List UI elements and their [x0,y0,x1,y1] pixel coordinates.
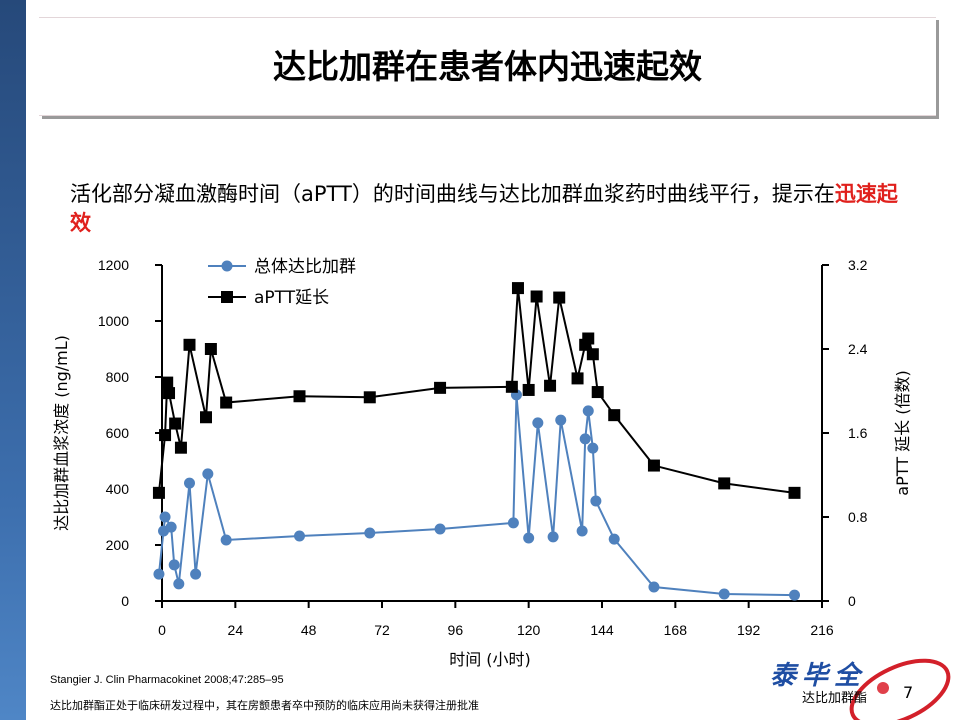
legend-label: 总体达比加群 [254,257,356,277]
data-point-aptt [169,417,182,430]
x-tick-label: 24 [228,622,244,638]
x-tick-label: 72 [374,622,390,638]
data-point-aptt [434,381,447,394]
data-point-concentration [507,517,519,529]
data-point-concentration [718,588,730,600]
data-point-aptt [363,391,376,404]
data-point-aptt [718,477,731,490]
y-tick-label: 200 [106,537,130,553]
data-point-concentration [789,589,800,601]
data-point-concentration [555,414,567,426]
data-point-concentration [165,521,177,533]
data-point-concentration [608,533,620,545]
subtitle-text: 活化部分凝血激酶时间（aPTT）的时间曲线与达比加群血浆药时曲线平行，提示在 [70,182,835,206]
x-tick-label: 0 [158,622,166,638]
y-axis-label: 达比加群血浆浓度 (ng/mL) [52,335,71,531]
data-point-aptt [544,379,557,392]
x-tick-label: 120 [517,622,541,638]
legend-marker [221,260,233,272]
data-point-aptt [522,383,535,396]
data-point-concentration [587,442,599,454]
y2-tick-label: 0 [848,593,856,609]
data-point-concentration [202,468,214,480]
data-point-concentration [434,523,446,535]
series-line-1 [157,287,795,494]
data-point-concentration [294,530,305,542]
data-point-concentration [190,568,202,580]
data-point-aptt [200,411,212,424]
data-point-aptt [159,429,172,442]
data-point-aptt [591,386,604,399]
data-point-aptt [183,338,196,351]
y2-axis-label: aPTT 延长 (倍数) [893,370,912,495]
y2-tick-label: 0.8 [848,509,868,525]
x-tick-label: 96 [448,622,464,638]
title-box: 达比加群在患者体内迅速起效 [39,17,936,116]
data-point-aptt [582,332,595,345]
brand-logo: 泰毕全 达比加群酯 7 [770,655,955,720]
data-point-aptt [161,376,174,389]
data-point-concentration [153,568,165,580]
x-axis-label: 时间 (小时) [449,650,531,669]
data-point-concentration [648,581,660,593]
logo-sub: 达比加群酯 [802,691,868,706]
data-point-aptt [174,441,187,454]
slide-subtitle: 活化部分凝血激酶时间（aPTT）的时间曲线与达比加群血浆药时曲线平行，提示在迅速… [70,180,900,238]
data-point-aptt [152,486,165,499]
side-strip [0,0,26,720]
y2-tick-label: 1.6 [848,425,868,441]
x-tick-label: 144 [590,622,614,638]
data-point-aptt [511,282,524,295]
y-tick-label: 1200 [98,257,129,273]
data-point-aptt [204,343,217,355]
y-tick-label: 600 [106,425,130,441]
legend-label: aPTT延长 [254,288,329,308]
footnote: 达比加群酯正处于临床研发过程中，其在房颤患者卒中预防的临床应用尚未获得注册批准 [50,699,479,712]
data-point-concentration [579,433,591,445]
page-number: 7 [903,683,914,702]
data-point-aptt [553,291,566,304]
reference: Stangier J. Clin Pharmacokinet 2008;47:2… [50,674,284,686]
x-tick-label: 192 [737,622,761,638]
slide-title: 达比加群在患者体内迅速起效 [273,47,702,86]
logo-brand: 泰毕全 [770,661,867,691]
data-point-concentration [159,511,171,523]
data-point-aptt [586,348,599,361]
x-tick-label: 48 [301,622,317,638]
y-tick-label: 800 [106,369,130,385]
data-point-aptt [571,372,584,385]
data-point-concentration [547,531,559,543]
x-tick-label: 168 [664,622,688,638]
data-point-aptt [530,290,543,303]
data-point-aptt [163,387,176,400]
data-point-aptt [293,390,306,403]
data-point-concentration [532,417,544,429]
data-point-concentration [523,532,535,544]
data-point-concentration [168,559,180,571]
data-point-aptt [647,459,660,472]
data-point-concentration [220,534,232,546]
data-point-aptt [788,486,801,499]
data-point-aptt [505,380,518,393]
y-tick-label: 0 [121,593,129,609]
logo-swoosh-icon [849,658,951,720]
data-point-concentration [576,525,588,537]
data-point-aptt [220,396,233,409]
y2-tick-label: 2.4 [848,341,868,357]
data-point-concentration [582,405,594,417]
data-point-concentration [184,477,195,489]
y-tick-label: 1000 [98,313,129,329]
subtitle-highlight: 迅速起效 [70,182,898,235]
y-tick-label: 400 [106,481,130,497]
data-point-concentration [590,495,602,507]
data-point-concentration [364,527,376,539]
legend-marker [221,291,233,303]
x-tick-label: 216 [810,622,834,638]
y2-tick-label: 3.2 [848,257,868,273]
series-line-0 [157,394,795,597]
data-point-concentration [173,578,185,590]
data-point-aptt [608,409,621,422]
